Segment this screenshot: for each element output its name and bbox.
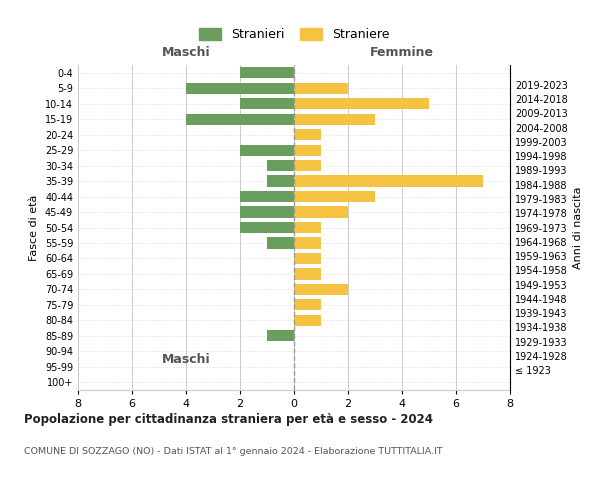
Bar [267,176,294,186]
Bar [294,206,348,218]
Bar [267,160,294,171]
Bar [240,98,294,110]
Bar [294,238,321,248]
Bar [240,144,294,156]
Bar [294,268,321,280]
Bar [294,98,429,110]
Bar [294,300,321,310]
Bar [186,82,294,94]
Bar [294,315,321,326]
Bar [294,176,483,186]
Y-axis label: Fasce di età: Fasce di età [29,194,39,260]
Text: Maschi: Maschi [161,353,211,366]
Y-axis label: Anni di nascita: Anni di nascita [573,186,583,269]
Bar [240,222,294,233]
Bar [186,114,294,124]
Bar [294,114,375,124]
Text: COMUNE DI SOZZAGO (NO) - Dati ISTAT al 1° gennaio 2024 - Elaborazione TUTTITALIA: COMUNE DI SOZZAGO (NO) - Dati ISTAT al 1… [24,448,443,456]
Bar [294,82,348,94]
Bar [294,160,321,171]
Text: Maschi: Maschi [161,46,211,59]
Text: Popolazione per cittadinanza straniera per età e sesso - 2024: Popolazione per cittadinanza straniera p… [24,412,433,426]
Bar [267,238,294,248]
Bar [240,206,294,218]
Bar [240,191,294,202]
Bar [294,253,321,264]
Bar [294,191,375,202]
Bar [294,284,348,295]
Bar [267,330,294,342]
Bar [294,144,321,156]
Bar [294,222,321,233]
Bar [294,129,321,140]
Legend: Stranieri, Straniere: Stranieri, Straniere [193,22,395,46]
Text: Femmine: Femmine [370,46,434,59]
Bar [240,67,294,78]
